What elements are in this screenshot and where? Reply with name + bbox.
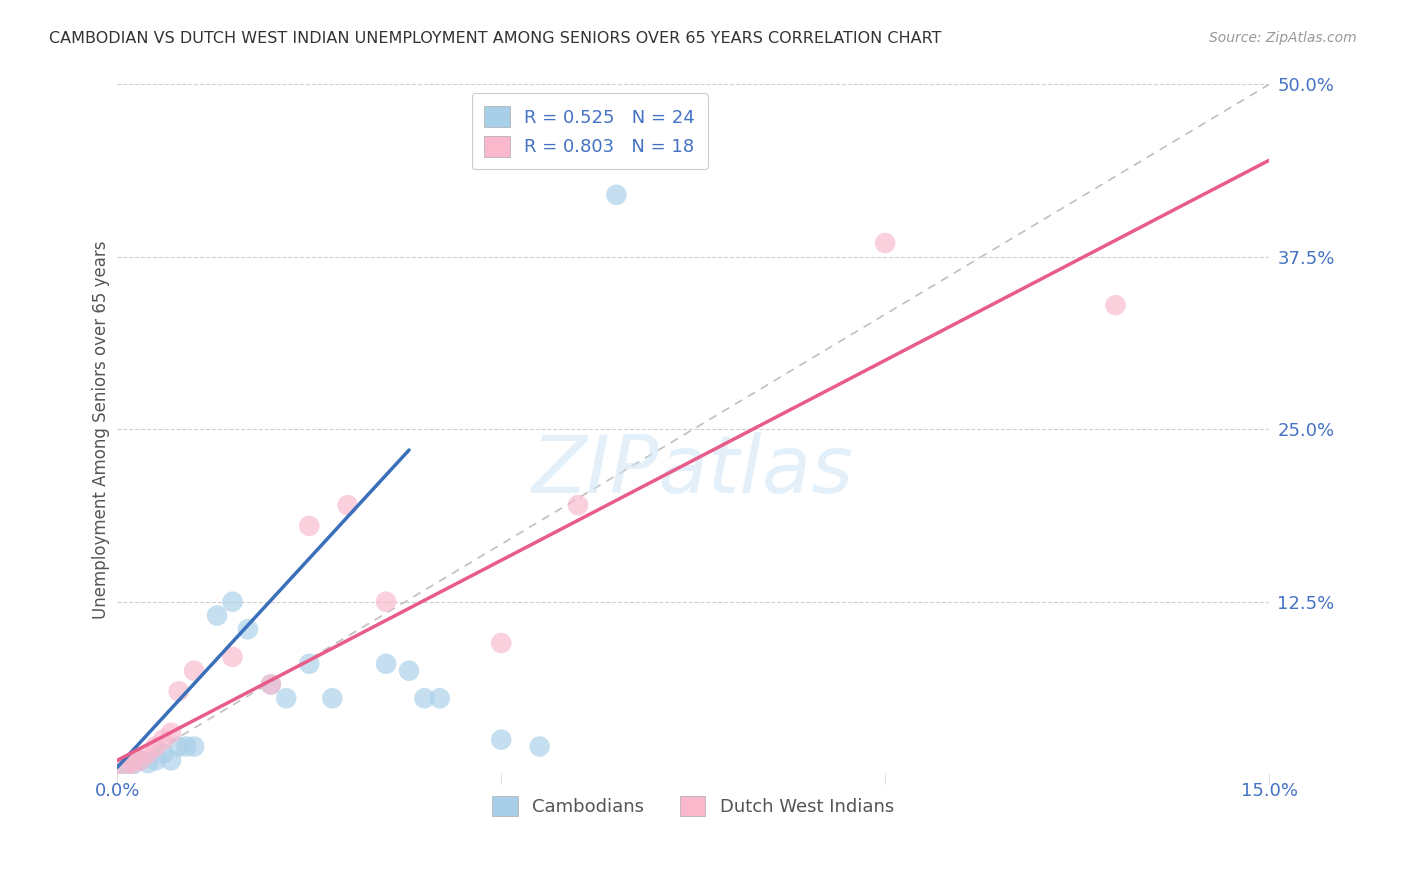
Point: [298, 519, 321, 533]
Point: [260, 677, 283, 691]
Point: [336, 498, 359, 512]
Point: [167, 684, 190, 698]
Point: [1104, 298, 1126, 312]
Point: [145, 739, 167, 754]
Point: [221, 649, 243, 664]
Text: Source: ZipAtlas.com: Source: ZipAtlas.com: [1209, 31, 1357, 45]
Point: [529, 739, 551, 754]
Point: [114, 760, 136, 774]
Point: [129, 753, 152, 767]
Point: [167, 739, 190, 754]
Point: [152, 732, 174, 747]
Point: [129, 753, 152, 767]
Point: [298, 657, 321, 671]
Point: [221, 595, 243, 609]
Point: [160, 753, 183, 767]
Point: [276, 691, 298, 706]
Point: [183, 664, 205, 678]
Point: [236, 622, 259, 636]
Point: [398, 664, 420, 678]
Y-axis label: Unemployment Among Seniors over 65 years: Unemployment Among Seniors over 65 years: [93, 240, 110, 618]
Point: [136, 756, 159, 770]
Point: [489, 636, 512, 650]
Text: ZIPatlas: ZIPatlas: [531, 432, 855, 509]
Point: [205, 608, 228, 623]
Point: [152, 747, 174, 761]
Text: CAMBODIAN VS DUTCH WEST INDIAN UNEMPLOYMENT AMONG SENIORS OVER 65 YEARS CORRELAT: CAMBODIAN VS DUTCH WEST INDIAN UNEMPLOYM…: [49, 31, 942, 46]
Legend: Cambodians, Dutch West Indians: Cambodians, Dutch West Indians: [485, 789, 901, 823]
Point: [875, 235, 897, 250]
Point: [429, 691, 451, 706]
Point: [176, 739, 198, 754]
Point: [121, 756, 143, 770]
Point: [375, 595, 398, 609]
Point: [605, 187, 627, 202]
Point: [114, 760, 136, 774]
Point: [121, 757, 143, 772]
Point: [160, 725, 183, 739]
Point: [136, 747, 159, 761]
Point: [145, 753, 167, 767]
Point: [260, 677, 283, 691]
Point: [321, 691, 343, 706]
Point: [489, 732, 512, 747]
Point: [413, 691, 436, 706]
Point: [567, 498, 589, 512]
Point: [375, 657, 398, 671]
Point: [183, 739, 205, 754]
